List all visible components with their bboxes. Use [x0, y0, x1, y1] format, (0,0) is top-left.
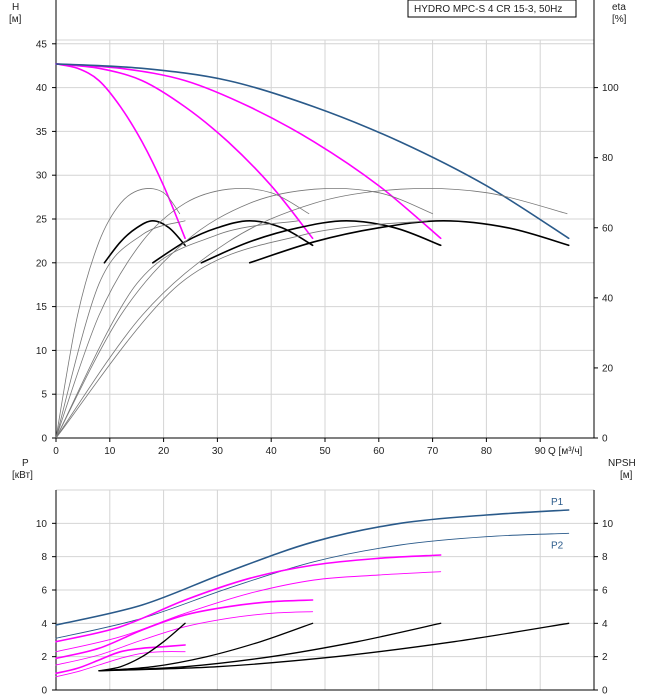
- series-line-npsh-3-pumps: [98, 622, 442, 672]
- series-line-eta-3-pumps: [200, 219, 442, 264]
- series-line-eta-partial-1: [55, 220, 186, 439]
- top-left-tick-label: 5: [41, 390, 47, 401]
- bottom-ticks: 0 2 4 6 8 10 0 2 4 6 8 10: [36, 519, 614, 697]
- power-npsh-panel: 0 2 4 6 8 10 0 2 4 6 8 10 P [кВт] NPSH [м] P1 P2: [12, 458, 636, 697]
- top-grid: [56, 39, 594, 438]
- bottom-left-axis-title-line2: [кВт]: [12, 470, 33, 481]
- series-line-h-4-pumps: [55, 63, 570, 240]
- bottom-right-axis-title-line2: [м]: [620, 470, 633, 481]
- top-left-tick-label: 40: [36, 83, 48, 94]
- series-line-eta-partial-2: [55, 220, 299, 439]
- head-efficiency-panel: 0 5 10 15 20 25 30 35 40 45 0 20 40 60 80 100 0 10 20 30 40 5…: [9, 0, 627, 457]
- series-line-eta-1-pump: [103, 219, 186, 264]
- x-tick-label: 70: [427, 446, 439, 457]
- series-line-h-2-pumps: [55, 63, 314, 240]
- series-line-eta-total-1: [55, 188, 181, 439]
- bottom-left-tick-label: 4: [41, 619, 47, 630]
- bottom-left-axis-title-line1: P: [22, 458, 29, 469]
- series-line-p2-2-pumps: [55, 611, 314, 666]
- series-line-p1-1-pump: [55, 644, 186, 675]
- series-line-eta-2-pumps: [152, 219, 314, 264]
- series-line-eta-total-4: [55, 188, 568, 439]
- series-line-eta-total-3: [55, 188, 433, 439]
- x-tick-label: 10: [104, 446, 116, 457]
- series-line-p2-3-pumps: [55, 571, 442, 653]
- top-right-tick-label: 20: [602, 363, 614, 374]
- x-tick-label: 50: [319, 446, 331, 457]
- series-line-p2-1-pump: [55, 651, 186, 678]
- bottom-series: [55, 509, 570, 678]
- bottom-right-tick-label: 2: [602, 652, 608, 663]
- series-line-npsh-1-pump: [98, 622, 186, 672]
- top-left-axis-title-line2: [м]: [9, 14, 22, 25]
- series-line-npsh-4-pumps: [98, 622, 570, 672]
- top-right-axis-title-line2: [%]: [612, 14, 627, 25]
- bottom-grid: [56, 489, 594, 690]
- x-tick-label: 0: [53, 446, 59, 457]
- x-axis-title: Q [м³/ч]: [548, 446, 583, 457]
- x-tick-label: 80: [481, 446, 493, 457]
- series-line-h-3-pumps: [55, 63, 442, 240]
- series-line-npsh-2-pumps: [98, 622, 314, 672]
- bottom-series-labels: P1 P2: [551, 497, 564, 551]
- bottom-left-tick-label: 10: [36, 519, 48, 530]
- bottom-right-tick-label: 10: [602, 519, 614, 530]
- series-line-eta-total-2: [55, 188, 310, 439]
- top-left-tick-label: 35: [36, 127, 48, 138]
- series-line-p1-3-pumps: [55, 554, 442, 643]
- top-left-tick-label: 30: [36, 171, 48, 182]
- series-line-p1-2-pumps: [55, 599, 314, 660]
- chart-title: HYDRO MPC-S 4 CR 15-3, 50Hz: [414, 4, 562, 15]
- series-line-eta-4-pumps: [248, 219, 570, 264]
- top-series: [55, 63, 570, 439]
- bottom-right-tick-label: 4: [602, 619, 608, 630]
- top-right-tick-label: 100: [602, 83, 619, 94]
- x-tick-label: 40: [266, 446, 278, 457]
- bottom-left-tick-label: 6: [41, 586, 47, 597]
- bottom-left-tick-label: 0: [41, 686, 47, 697]
- top-left-tick-label: 20: [36, 258, 48, 269]
- top-left-tick-label: 10: [36, 346, 48, 357]
- series-line-h-1-pump: [55, 63, 186, 240]
- top-right-tick-label: 40: [602, 293, 614, 304]
- bottom-right-tick-label: 0: [602, 686, 608, 697]
- top-right-tick-label: 80: [602, 153, 614, 164]
- bottom-right-tick-label: 6: [602, 586, 608, 597]
- top-left-tick-label: 25: [36, 215, 48, 226]
- x-tick-label: 90: [535, 446, 547, 457]
- x-tick-label: 20: [158, 446, 170, 457]
- top-left-axis-title-line1: H: [12, 2, 19, 13]
- bottom-left-tick-label: 8: [41, 552, 47, 563]
- top-left-tick-label: 15: [36, 302, 48, 313]
- series-line-p1: [55, 509, 570, 626]
- top-left-tick-label: 0: [41, 434, 47, 445]
- top-right-tick-label: 0: [602, 434, 608, 445]
- series-line-eta-partial-3: [55, 220, 428, 439]
- top-right-tick-label: 60: [602, 223, 614, 234]
- bottom-right-axis-title-line1: NPSH: [608, 458, 636, 469]
- bottom-right-tick-label: 8: [602, 552, 608, 563]
- top-left-tick-label: 45: [36, 39, 48, 50]
- series-label-p2: P2: [551, 540, 564, 551]
- x-tick-label: 30: [212, 446, 224, 457]
- top-ticks: 0 5 10 15 20 25 30 35 40 45 0 20 40 60 80 100 0 10 20 30 40 5…: [36, 39, 619, 457]
- top-right-axis-title-line1: eta: [612, 2, 626, 13]
- bottom-left-tick-label: 2: [41, 652, 47, 663]
- series-label-p1: P1: [551, 497, 564, 508]
- chart-title-box: [407, 0, 577, 18]
- x-tick-label: 60: [373, 446, 385, 457]
